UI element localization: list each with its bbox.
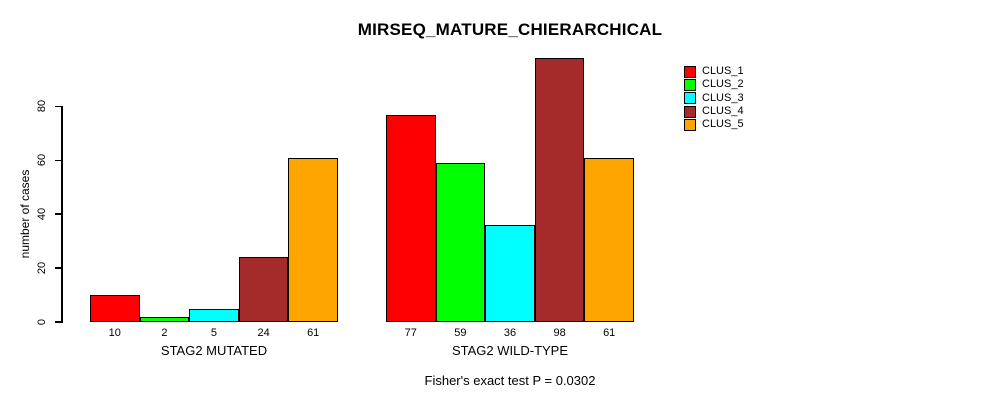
legend-label: CLUS_4 (702, 105, 744, 118)
y-tick (55, 105, 62, 108)
y-tick-label: 20 (36, 261, 48, 275)
legend-swatch-icon (684, 78, 696, 91)
bar-value-label: 2 (161, 327, 168, 339)
y-tick-label: 60 (36, 154, 48, 167)
bar-value-label: 77 (404, 327, 417, 339)
legend-label: CLUS_5 (702, 118, 744, 131)
bar-value-label: 98 (553, 327, 566, 339)
y-tick-label: 0 (36, 318, 48, 326)
bar-CLUS_5 (584, 157, 634, 322)
y-tick (55, 321, 62, 323)
y-tick (55, 267, 62, 269)
bar-CLUS_1 (90, 295, 140, 322)
legend-label: CLUS_1 (702, 65, 744, 78)
legend-label: CLUS_2 (702, 78, 744, 91)
legend: CLUS_1 CLUS_2 CLUS_3 CLUS_4 CLUS_5 (684, 65, 744, 131)
bar-value-label: 10 (108, 327, 121, 339)
y-tick (55, 159, 62, 162)
bar-CLUS_2 (435, 163, 486, 322)
y-tick-label: 40 (36, 208, 48, 221)
legend-item-CLUS_5: CLUS_5 (684, 118, 744, 131)
legend-label: CLUS_3 (702, 91, 744, 104)
y-tick (55, 213, 62, 215)
category-label: STAG2 WILD-TYPE (451, 343, 569, 358)
legend-item-CLUS_2: CLUS_2 (684, 78, 744, 91)
bar-CLUS_4 (534, 57, 585, 322)
legend-item-CLUS_1: CLUS_1 (684, 65, 744, 78)
bar-CLUS_3 (485, 225, 535, 322)
bar-value-label: 61 (603, 327, 616, 339)
bar-value-label: 24 (257, 327, 270, 339)
bar-CLUS_1 (386, 114, 436, 322)
bar-value-label: 36 (503, 327, 517, 339)
legend-swatch-icon (684, 65, 696, 78)
bar-CLUS_4 (238, 257, 289, 322)
footnote-text: Fisher's exact test P = 0.0302 (424, 373, 596, 388)
bar-CLUS_5 (288, 157, 338, 322)
legend-swatch-icon (684, 92, 696, 105)
bar-CLUS_3 (189, 308, 239, 322)
legend-item-CLUS_4: CLUS_4 (684, 105, 744, 118)
bar-value-label: 5 (210, 327, 218, 339)
category-label: STAG2 MUTATED (160, 343, 268, 358)
legend-swatch-icon (684, 105, 696, 118)
legend-swatch-icon (684, 118, 696, 131)
bar-value-label: 61 (307, 327, 320, 339)
legend-item-CLUS_3: CLUS_3 (684, 92, 744, 105)
bar-CLUS_2 (139, 316, 190, 322)
bar-value-label: 59 (454, 327, 467, 339)
chart-title: MIRSEQ_MATURE_CHIERARCHICAL (357, 20, 663, 39)
y-tick-label: 80 (36, 100, 48, 113)
